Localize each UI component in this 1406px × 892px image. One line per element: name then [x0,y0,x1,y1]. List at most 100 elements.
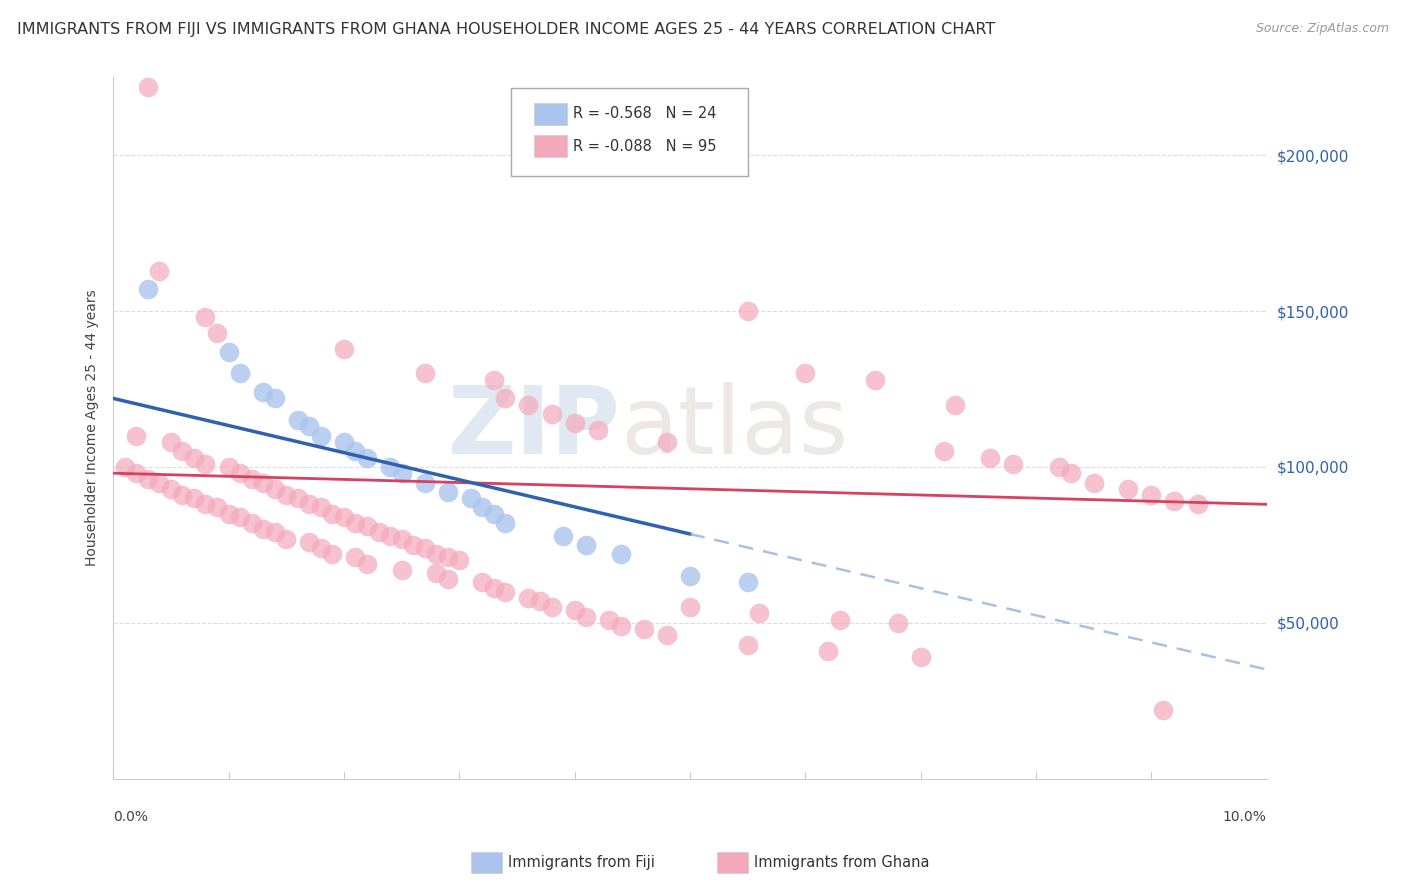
Point [979,450,1001,465]
Point [194,457,217,471]
Point [1116,482,1139,496]
Point [529,594,551,608]
Point [1083,475,1105,490]
Point [263,482,285,496]
Point [679,569,702,583]
Point [391,563,413,577]
Point [482,582,505,596]
Point [517,398,540,412]
Point [1001,457,1024,471]
Point [828,613,851,627]
Point [252,475,274,490]
Point [575,609,598,624]
Point [183,450,205,465]
Point [356,519,378,533]
Text: atlas: atlas [620,382,849,474]
Point [218,344,240,359]
Point [378,528,401,542]
Point [136,79,159,94]
Point [679,600,702,615]
Point [298,419,321,434]
Point [1163,494,1185,508]
Point [136,282,159,296]
Point [471,575,494,590]
Point [160,482,183,496]
Point [609,619,631,633]
Point [148,475,170,490]
Point [252,385,274,400]
Point [425,547,447,561]
Text: R = -0.568   N = 24: R = -0.568 N = 24 [574,106,717,121]
Point [737,304,759,318]
Point [356,450,378,465]
Point [263,392,285,406]
Point [863,373,886,387]
Bar [534,135,567,157]
Point [287,413,309,427]
Point [586,423,609,437]
Point [333,509,356,524]
FancyBboxPatch shape [512,88,748,176]
Point [655,435,678,450]
Point [551,528,574,542]
Point [564,603,586,617]
Point [413,475,436,490]
Point [436,572,458,586]
Point [309,541,332,555]
Point [794,367,817,381]
Point [378,459,401,474]
Text: Immigrants from Ghana: Immigrants from Ghana [754,855,929,870]
Y-axis label: Householder Income Ages 25 - 44 years: Householder Income Ages 25 - 44 years [86,290,100,566]
Point [309,429,332,443]
Point [609,547,631,561]
Point [575,538,598,552]
Point [1152,703,1174,717]
Point [194,310,217,325]
Point [172,444,194,458]
Text: 0.0%: 0.0% [114,810,148,824]
Point [148,263,170,277]
Point [482,373,505,387]
Point [287,491,309,505]
Point [494,584,516,599]
Point [194,497,217,511]
Point [333,435,356,450]
Point [229,367,252,381]
Point [817,644,839,658]
Point [229,466,252,480]
Point [436,550,458,565]
Point [737,575,759,590]
Point [276,488,298,502]
Point [218,507,240,521]
Point [205,500,228,515]
Text: 10.0%: 10.0% [1223,810,1267,824]
Point [205,326,228,340]
Text: Immigrants from Fiji: Immigrants from Fiji [508,855,654,870]
Point [886,615,908,630]
Point [321,507,343,521]
Point [1187,497,1209,511]
Point [482,507,505,521]
Point [160,435,183,450]
Point [344,550,367,565]
Point [1059,466,1081,480]
Point [737,638,759,652]
Point [321,547,343,561]
Point [240,472,263,486]
Point [517,591,540,605]
Point [125,466,148,480]
Point [449,553,471,567]
Point [402,538,425,552]
Text: Source: ZipAtlas.com: Source: ZipAtlas.com [1256,22,1389,36]
Point [540,600,562,615]
Point [298,497,321,511]
Point [344,516,367,530]
Point [1140,488,1163,502]
Point [655,628,678,642]
Point [172,488,194,502]
Text: IMMIGRANTS FROM FIJI VS IMMIGRANTS FROM GHANA HOUSEHOLDER INCOME AGES 25 - 44 YE: IMMIGRANTS FROM FIJI VS IMMIGRANTS FROM … [17,22,995,37]
Point [367,525,389,540]
Point [540,407,562,421]
Point [252,522,274,536]
Point [114,459,136,474]
